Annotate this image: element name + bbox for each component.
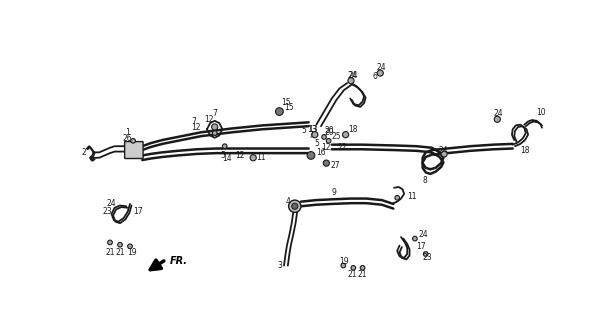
Text: 8: 8 xyxy=(423,176,428,185)
Circle shape xyxy=(351,266,356,270)
Circle shape xyxy=(326,139,331,143)
Text: 5: 5 xyxy=(315,139,320,148)
Circle shape xyxy=(213,131,217,135)
Circle shape xyxy=(108,240,112,245)
Text: 24: 24 xyxy=(438,146,448,155)
Text: 13: 13 xyxy=(307,125,317,134)
Text: 12: 12 xyxy=(236,151,245,160)
Text: 24: 24 xyxy=(376,63,386,72)
FancyBboxPatch shape xyxy=(125,141,143,158)
Text: 3: 3 xyxy=(278,261,283,270)
Circle shape xyxy=(441,151,447,157)
Text: 20: 20 xyxy=(325,128,334,137)
Circle shape xyxy=(348,78,354,84)
Text: 12: 12 xyxy=(321,143,331,152)
Text: 10: 10 xyxy=(536,108,546,117)
Circle shape xyxy=(250,155,256,161)
Text: 15: 15 xyxy=(281,98,290,107)
Text: 16: 16 xyxy=(316,148,326,157)
Text: 5: 5 xyxy=(301,126,306,135)
Text: 9: 9 xyxy=(332,188,337,197)
Text: 7: 7 xyxy=(213,109,217,118)
Text: 27: 27 xyxy=(331,161,340,170)
Circle shape xyxy=(131,139,135,143)
Text: 2: 2 xyxy=(82,148,86,157)
Text: 12: 12 xyxy=(205,115,214,124)
Circle shape xyxy=(341,263,346,268)
Circle shape xyxy=(211,124,218,130)
Circle shape xyxy=(423,252,428,256)
Text: 7: 7 xyxy=(308,131,313,140)
Circle shape xyxy=(342,132,349,138)
Circle shape xyxy=(292,203,298,209)
Circle shape xyxy=(312,132,318,138)
Circle shape xyxy=(118,243,122,247)
Circle shape xyxy=(361,266,365,270)
Text: 23: 23 xyxy=(423,253,432,262)
Circle shape xyxy=(323,160,329,166)
Text: 4: 4 xyxy=(286,197,290,206)
Circle shape xyxy=(128,244,132,249)
Text: 19: 19 xyxy=(127,248,136,257)
Text: 21: 21 xyxy=(357,269,367,278)
Text: 12: 12 xyxy=(192,123,201,132)
Text: 24: 24 xyxy=(347,71,357,80)
Circle shape xyxy=(275,108,283,116)
Text: 25: 25 xyxy=(332,132,342,141)
Text: 11: 11 xyxy=(256,153,266,162)
Text: 7: 7 xyxy=(192,117,197,126)
Circle shape xyxy=(495,116,501,122)
Text: 11: 11 xyxy=(407,192,417,201)
Text: 18: 18 xyxy=(521,146,530,155)
Text: 23: 23 xyxy=(102,207,112,216)
Circle shape xyxy=(377,70,383,76)
Text: 24: 24 xyxy=(419,230,428,239)
Text: 5: 5 xyxy=(220,151,225,160)
Text: 22: 22 xyxy=(337,143,347,152)
Text: 20: 20 xyxy=(324,126,334,135)
Text: 26: 26 xyxy=(122,134,132,143)
Text: 6: 6 xyxy=(373,72,378,81)
Text: 17: 17 xyxy=(417,242,426,251)
Text: 21: 21 xyxy=(347,269,357,278)
Text: 21: 21 xyxy=(105,248,115,257)
Circle shape xyxy=(322,135,326,139)
Text: 24: 24 xyxy=(107,199,116,208)
Text: 21: 21 xyxy=(115,248,125,257)
Text: 1: 1 xyxy=(125,128,130,137)
Text: 14: 14 xyxy=(222,154,232,163)
Text: 19: 19 xyxy=(339,257,349,266)
Circle shape xyxy=(412,236,417,241)
Text: 15: 15 xyxy=(284,103,294,112)
Text: 13: 13 xyxy=(309,125,319,134)
Circle shape xyxy=(307,152,315,159)
Text: 24: 24 xyxy=(349,71,358,80)
Text: 17: 17 xyxy=(133,207,143,216)
Text: 18: 18 xyxy=(349,125,358,134)
Circle shape xyxy=(289,200,301,212)
Circle shape xyxy=(395,196,400,200)
Text: FR.: FR. xyxy=(170,256,188,266)
Circle shape xyxy=(222,144,227,148)
Text: 24: 24 xyxy=(493,109,503,118)
